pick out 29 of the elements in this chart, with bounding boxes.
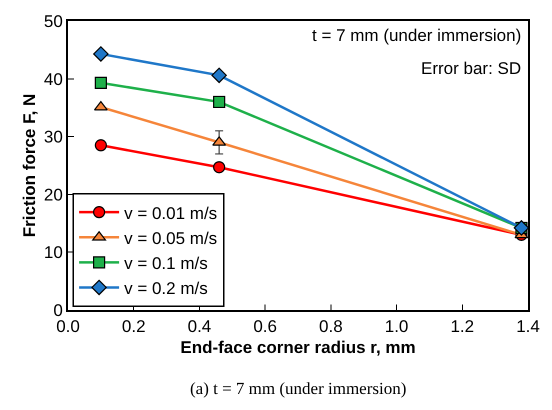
x-tick-label: 0.6 (253, 317, 277, 336)
y-tick-label: 0 (53, 300, 63, 320)
point (94, 139, 107, 152)
x-tick-label: 1.4 (516, 317, 540, 336)
point (211, 68, 227, 84)
legend-label: v = 0.01 m/s (124, 204, 218, 223)
point (213, 161, 226, 174)
point (94, 76, 107, 89)
x-axis-title: End-face corner radius r, mm (180, 338, 416, 358)
point (213, 96, 226, 108)
annotation: Error bar: SD (421, 59, 522, 78)
x-tick-label: 0.0 (56, 317, 80, 336)
x-tick-label: 0.4 (188, 317, 212, 336)
y-tick-label: 40 (44, 70, 63, 89)
x-tick-label: 1.0 (384, 317, 408, 336)
point (93, 46, 109, 62)
annotation: t = 7 mm (under immersion) (312, 26, 522, 45)
legend-label: v = 0.1 m/s (124, 254, 208, 273)
text: (a) t = 7 mm (under immersion) (190, 379, 406, 398)
y-tick-label: 30 (44, 128, 63, 147)
y-axis-title: Friction force F, N (20, 94, 39, 238)
legend-label: v = 0.2 m/s (124, 279, 208, 298)
legend-label: v = 0.05 m/s (124, 228, 218, 248)
y-tick-label: 20 (44, 185, 63, 204)
x-tick-label: 0.8 (319, 317, 343, 336)
x-tick-label: 0.2 (122, 317, 146, 336)
x-tick-label: 1.2 (450, 317, 474, 336)
y-tick-label: 10 (44, 243, 63, 262)
y-tick-label: 50 (44, 12, 63, 31)
